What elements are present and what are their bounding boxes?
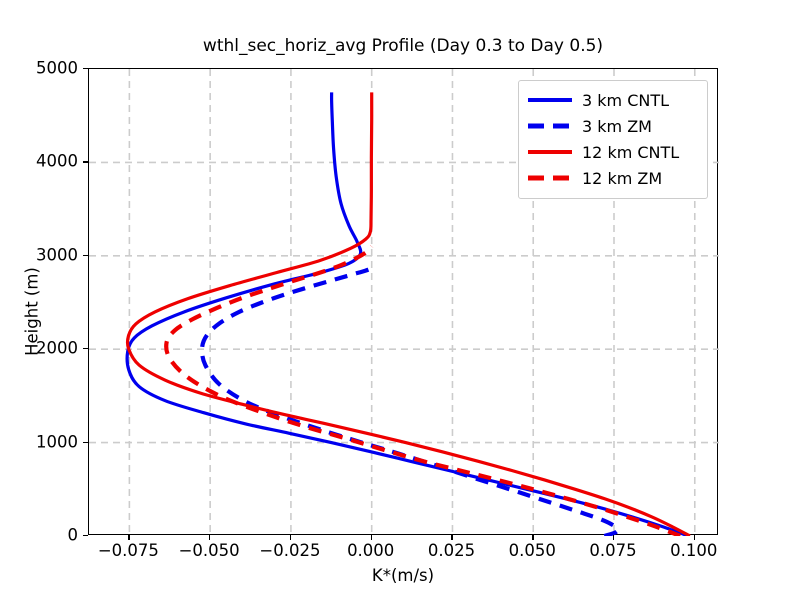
y-tick-mark bbox=[83, 254, 88, 257]
x-tick-mark bbox=[128, 535, 130, 540]
y-tick-label: 4000 bbox=[36, 151, 78, 171]
x-tick-label: 0.075 bbox=[589, 541, 637, 560]
x-tick-label: 0.000 bbox=[347, 541, 395, 560]
x-tick-label: 0.100 bbox=[670, 541, 718, 560]
y-tick-label: 5000 bbox=[36, 58, 78, 78]
x-tick-mark bbox=[289, 535, 292, 540]
x-tick-mark bbox=[693, 535, 696, 540]
legend-item-1: 3 km ZM bbox=[527, 113, 699, 139]
y-tick-label: 2000 bbox=[36, 338, 78, 358]
x-axis-label: K*(m/s) bbox=[371, 566, 435, 585]
legend-label: 12 km ZM bbox=[582, 168, 663, 188]
x-tick-mark bbox=[209, 535, 211, 540]
y-tick-mark bbox=[83, 535, 88, 537]
x-tick-mark bbox=[613, 535, 615, 540]
x-tick-label: −0.075 bbox=[97, 541, 159, 560]
data-series-layer bbox=[125, 92, 691, 536]
y-tick-label: 0 bbox=[67, 525, 79, 545]
legend-swatch-line bbox=[528, 175, 572, 181]
x-tick-label: 0.050 bbox=[508, 541, 556, 560]
legend-swatch-line bbox=[528, 123, 572, 129]
legend-item-0: 3 km CNTL bbox=[527, 87, 699, 113]
y-tick-label: 1000 bbox=[36, 432, 78, 452]
legend-label: 12 km CNTL bbox=[582, 142, 680, 162]
y-tick-mark bbox=[83, 68, 88, 70]
series-line bbox=[125, 92, 691, 536]
legend-box[interactable]: 3 km CNTL 3 km ZM 12 km CNTL 12 km ZM bbox=[518, 80, 708, 199]
y-tick-label: 3000 bbox=[36, 245, 78, 265]
legend-item-3: 12 km ZM bbox=[527, 165, 699, 191]
legend-swatch-line bbox=[528, 98, 572, 102]
series-line bbox=[199, 266, 620, 536]
x-tick-label: −0.025 bbox=[259, 541, 321, 560]
x-tick-label: −0.050 bbox=[178, 541, 240, 560]
y-tick-mark bbox=[83, 348, 88, 350]
y-axis-label: Height (m) bbox=[22, 267, 42, 356]
page-title: wthl_sec_horiz_avg Profile (Day 0.3 to D… bbox=[202, 36, 604, 56]
y-tick-mark bbox=[83, 161, 88, 163]
x-tick-mark bbox=[451, 535, 453, 540]
legend-label: 3 km CNTL bbox=[582, 90, 670, 110]
legend-swatch-line bbox=[528, 150, 572, 154]
x-tick-mark bbox=[370, 535, 372, 540]
x-tick-mark bbox=[532, 535, 534, 540]
y-tick-mark bbox=[83, 441, 88, 443]
legend-label: 3 km ZM bbox=[582, 116, 652, 136]
x-tick-label: 0.025 bbox=[427, 541, 476, 560]
series-line bbox=[164, 245, 681, 536]
legend-item-2: 12 km CNTL bbox=[527, 139, 699, 165]
